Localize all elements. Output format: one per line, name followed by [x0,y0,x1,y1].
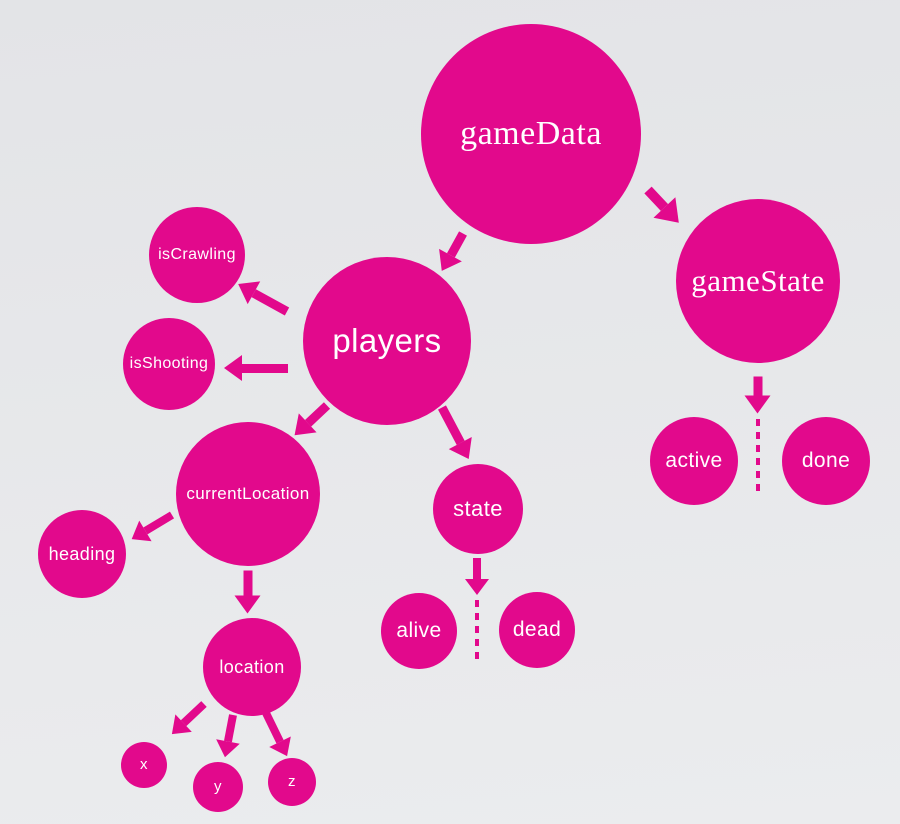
node-label-state: state [453,496,503,522]
node-done: done [782,417,870,505]
node-label-players: players [332,321,442,359]
arrow-gameData-to-players [430,226,475,278]
node-isShooting: isShooting [123,318,215,410]
arrow-shaft [305,401,331,426]
node-gameState: gameState [676,199,840,363]
node-active: active [650,417,738,505]
node-label-currentLocation: currentLocation [186,484,310,504]
arrow-shaft [473,558,481,579]
node-z: z [268,758,316,806]
node-heading: heading [38,510,126,598]
arrow-shaft [242,363,288,373]
arrow-location-to-y [213,713,245,760]
node-label-isCrawling: isCrawling [158,245,236,263]
node-label-x: x [140,756,148,774]
node-label-gameState: gameState [691,262,825,298]
arrow-currentLocation-to-heading [125,505,178,550]
node-label-dead: dead [512,617,562,641]
arrow-head-icon [745,395,771,413]
node-label-done: done [801,448,851,472]
arrow-players-to-state [430,401,481,465]
node-location: location [203,618,301,716]
node-dead: dead [499,592,575,668]
node-label-heading: heading [48,543,116,564]
dashed-separator-alive-dead [475,600,479,660]
arrow-head-icon [213,739,240,760]
dashed-separator-active-done [756,419,760,494]
arrow-shaft [446,230,467,258]
arrow-state-to-values [465,558,489,595]
node-label-isShooting: isShooting [129,354,209,372]
node-isCrawling: isCrawling [149,207,245,303]
node-gameData: gameData [421,24,641,244]
node-label-active: active [665,448,723,472]
node-players: players [303,257,471,425]
arrow-gameData-to-gameState [637,180,690,234]
arrow-gameState-to-values [745,376,772,413]
arrow-shaft [262,711,284,744]
node-alive: alive [381,593,457,669]
node-currentLocation: currentLocation [176,422,320,566]
arrow-currentLocation-to-location [235,570,262,613]
arrow-players-to-isCrawling [231,272,293,323]
arrow-head-icon [465,579,489,595]
node-label-alive: alive [396,618,442,642]
arrow-location-to-x [163,695,212,743]
arrow-players-to-isShooting [224,355,288,382]
node-label-gameData: gameData [460,115,602,153]
arrow-shaft [438,404,465,445]
arrow-shaft [180,701,207,726]
arrow-head-icon [235,595,261,613]
arrow-shaft [143,511,175,535]
node-x: x [121,742,167,788]
arrow-shaft [243,570,253,595]
node-label-location: location [219,656,285,677]
node-label-z: z [288,773,296,791]
node-state: state [433,464,523,554]
arrow-shaft [251,288,290,315]
node-label-y: y [214,778,222,796]
arrow-shaft [753,376,763,395]
arrow-head-icon [224,355,242,381]
arrow-location-to-z [255,708,298,762]
node-y: y [193,762,243,812]
arrow-shaft [224,714,237,743]
